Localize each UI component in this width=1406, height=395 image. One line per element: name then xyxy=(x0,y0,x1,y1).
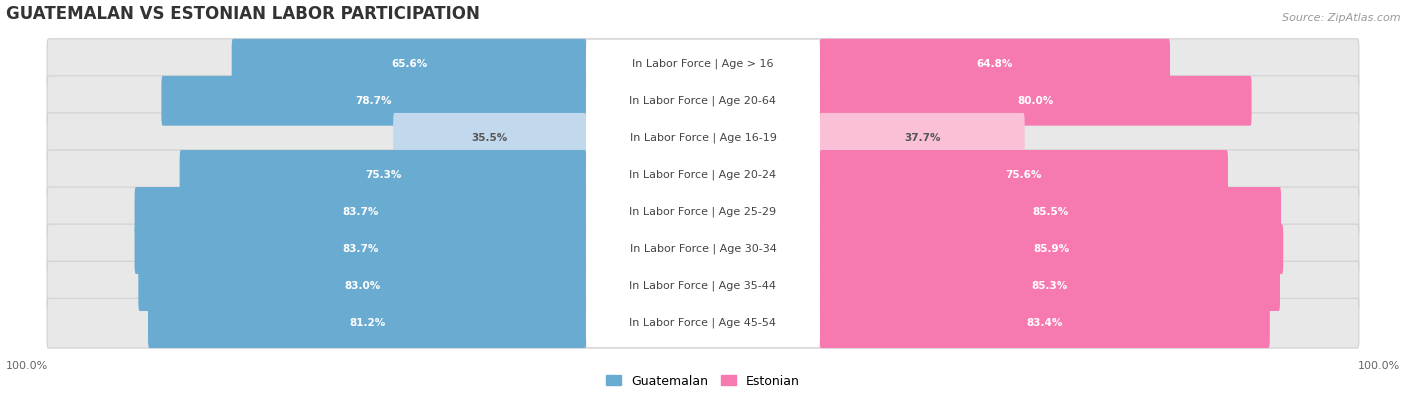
FancyBboxPatch shape xyxy=(48,224,1358,274)
Text: Source: ZipAtlas.com: Source: ZipAtlas.com xyxy=(1282,13,1400,23)
FancyBboxPatch shape xyxy=(48,39,1358,88)
FancyBboxPatch shape xyxy=(820,113,1025,163)
FancyBboxPatch shape xyxy=(394,113,586,163)
FancyBboxPatch shape xyxy=(820,76,1251,126)
FancyBboxPatch shape xyxy=(586,299,820,347)
Text: 85.9%: 85.9% xyxy=(1033,244,1070,254)
Text: 65.6%: 65.6% xyxy=(391,59,427,69)
FancyBboxPatch shape xyxy=(48,76,1358,126)
FancyBboxPatch shape xyxy=(180,150,586,200)
FancyBboxPatch shape xyxy=(48,298,1358,348)
Text: 83.4%: 83.4% xyxy=(1026,318,1063,328)
FancyBboxPatch shape xyxy=(48,187,1358,237)
FancyBboxPatch shape xyxy=(48,261,1358,311)
FancyBboxPatch shape xyxy=(586,225,820,273)
FancyBboxPatch shape xyxy=(48,150,1358,200)
FancyBboxPatch shape xyxy=(135,224,586,274)
Text: In Labor Force | Age 20-64: In Labor Force | Age 20-64 xyxy=(630,96,776,106)
Text: 100.0%: 100.0% xyxy=(1358,361,1400,371)
FancyBboxPatch shape xyxy=(138,261,586,311)
Text: 83.7%: 83.7% xyxy=(342,207,378,217)
FancyBboxPatch shape xyxy=(586,114,820,162)
Text: 85.3%: 85.3% xyxy=(1032,281,1069,291)
FancyBboxPatch shape xyxy=(820,298,1270,348)
Text: In Labor Force | Age 16-19: In Labor Force | Age 16-19 xyxy=(630,133,776,143)
Text: In Labor Force | Age > 16: In Labor Force | Age > 16 xyxy=(633,58,773,69)
Text: 80.0%: 80.0% xyxy=(1018,96,1053,106)
FancyBboxPatch shape xyxy=(586,188,820,236)
Text: In Labor Force | Age 25-29: In Labor Force | Age 25-29 xyxy=(630,207,776,217)
Text: 83.7%: 83.7% xyxy=(342,244,378,254)
FancyBboxPatch shape xyxy=(586,40,820,87)
FancyBboxPatch shape xyxy=(135,187,586,237)
FancyBboxPatch shape xyxy=(820,150,1227,200)
Text: 35.5%: 35.5% xyxy=(471,133,508,143)
Text: 37.7%: 37.7% xyxy=(904,133,941,143)
Text: 81.2%: 81.2% xyxy=(349,318,385,328)
Text: 75.3%: 75.3% xyxy=(364,170,401,180)
Text: In Labor Force | Age 30-34: In Labor Force | Age 30-34 xyxy=(630,244,776,254)
FancyBboxPatch shape xyxy=(820,187,1281,237)
Legend: Guatemalan, Estonian: Guatemalan, Estonian xyxy=(602,370,804,393)
FancyBboxPatch shape xyxy=(820,39,1170,88)
Text: 78.7%: 78.7% xyxy=(356,96,392,106)
Text: In Labor Force | Age 20-24: In Labor Force | Age 20-24 xyxy=(630,170,776,180)
Text: In Labor Force | Age 35-44: In Labor Force | Age 35-44 xyxy=(630,281,776,292)
Text: In Labor Force | Age 45-54: In Labor Force | Age 45-54 xyxy=(630,318,776,328)
FancyBboxPatch shape xyxy=(820,224,1284,274)
Text: GUATEMALAN VS ESTONIAN LABOR PARTICIPATION: GUATEMALAN VS ESTONIAN LABOR PARTICIPATI… xyxy=(6,5,479,23)
Text: 75.6%: 75.6% xyxy=(1005,170,1042,180)
FancyBboxPatch shape xyxy=(586,262,820,310)
FancyBboxPatch shape xyxy=(586,77,820,124)
FancyBboxPatch shape xyxy=(820,261,1279,311)
Text: 100.0%: 100.0% xyxy=(6,361,48,371)
FancyBboxPatch shape xyxy=(232,39,586,88)
FancyBboxPatch shape xyxy=(48,113,1358,163)
Text: 64.8%: 64.8% xyxy=(977,59,1014,69)
FancyBboxPatch shape xyxy=(162,76,586,126)
Text: 85.5%: 85.5% xyxy=(1032,207,1069,217)
FancyBboxPatch shape xyxy=(586,151,820,199)
FancyBboxPatch shape xyxy=(148,298,586,348)
Text: 83.0%: 83.0% xyxy=(344,281,381,291)
